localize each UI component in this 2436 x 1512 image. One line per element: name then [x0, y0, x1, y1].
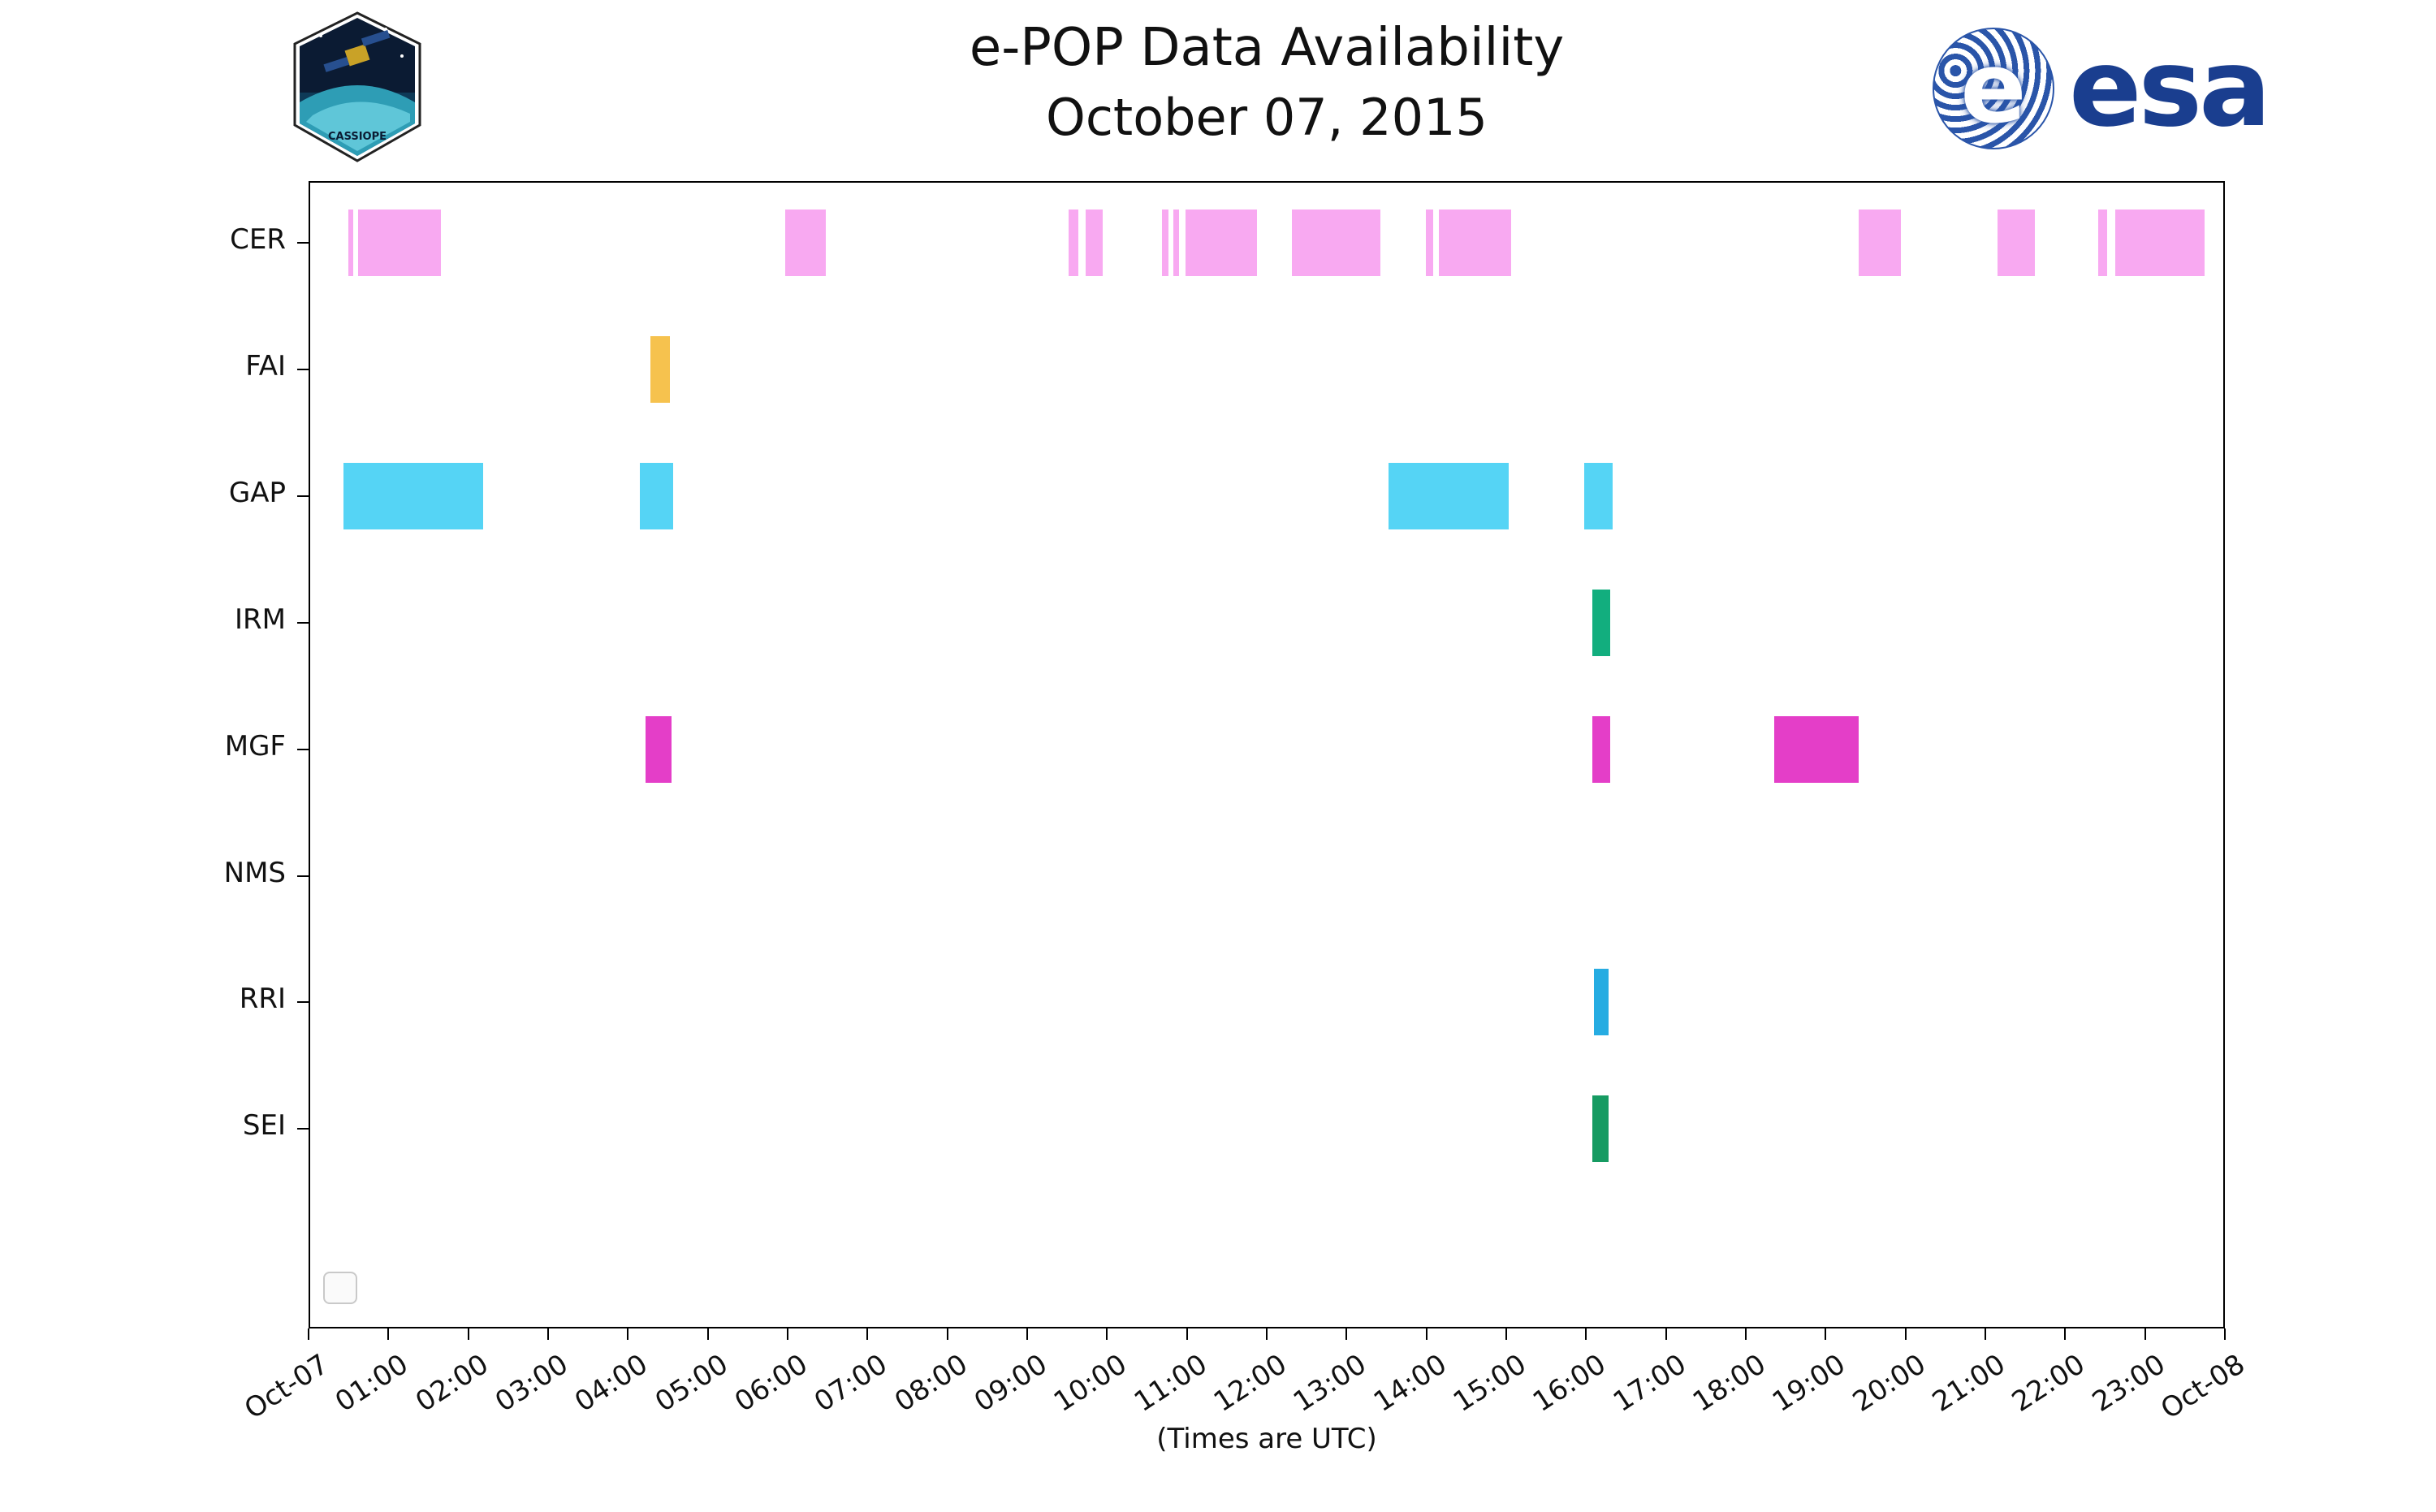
chart-subtitle: October 07, 2015 — [1046, 88, 1488, 147]
x-tick-mark — [2064, 1328, 2067, 1340]
y-tick-mark — [297, 242, 309, 244]
esa-emblem-icon: e — [1933, 28, 2054, 149]
y-tick-mark — [297, 1001, 309, 1004]
y-tick-mark — [297, 621, 309, 624]
availability-bar — [1162, 210, 1169, 277]
availability-bar — [2097, 210, 2108, 277]
y-axis-label: NMS — [223, 856, 286, 889]
x-tick-mark — [1745, 1328, 1747, 1340]
esa-emblem-letter: e — [1960, 32, 2027, 145]
y-axis-label: FAI — [245, 350, 286, 383]
availability-bar — [1389, 463, 1509, 529]
x-tick-mark — [387, 1328, 390, 1340]
x-tick-mark — [2144, 1328, 2146, 1340]
availability-bar — [2115, 210, 2205, 277]
availability-bar — [1173, 210, 1179, 277]
availability-bar — [785, 210, 827, 277]
x-tick-mark — [866, 1328, 869, 1340]
x-tick-mark — [706, 1328, 709, 1340]
x-tick-mark — [1425, 1328, 1427, 1340]
esa-wordmark: esa — [2069, 26, 2271, 151]
plot-area — [309, 181, 2225, 1328]
availability-bar — [1425, 210, 1433, 277]
y-axis-label: MGF — [224, 729, 286, 762]
y-tick-mark — [297, 495, 309, 497]
y-axis-label: SEI — [242, 1109, 286, 1143]
y-tick-mark — [297, 369, 309, 371]
availability-bar — [1997, 210, 2035, 277]
y-tick-mark — [297, 748, 309, 750]
x-tick-mark — [1825, 1328, 1827, 1340]
x-tick-mark — [1904, 1328, 1907, 1340]
chart-title: e-POP Data Availability — [969, 18, 1565, 78]
x-tick-mark — [467, 1328, 469, 1340]
availability-bar — [1439, 210, 1511, 277]
availability-bar — [1592, 1095, 1609, 1163]
x-tick-mark — [1985, 1328, 1986, 1340]
esa-logo: e esa — [1933, 28, 2282, 149]
x-tick-mark — [308, 1328, 309, 1340]
x-tick-mark — [547, 1328, 549, 1340]
availability-bar — [357, 210, 442, 277]
x-tick-mark — [2224, 1328, 2226, 1340]
legend-box — [323, 1272, 357, 1304]
x-tick-mark — [1585, 1328, 1587, 1340]
availability-bar — [645, 715, 672, 783]
x-tick-mark — [1266, 1328, 1268, 1340]
x-tick-mark — [627, 1328, 629, 1340]
y-axis-label: GAP — [228, 477, 286, 509]
cassiope-patch-graphic: CASSIOPE — [293, 11, 421, 162]
x-axis-note: (Times are UTC) — [1156, 1423, 1377, 1455]
availability-bar — [1584, 463, 1613, 529]
availability-bar — [348, 210, 354, 277]
x-tick-mark — [787, 1328, 788, 1340]
x-tick-mark — [946, 1328, 948, 1340]
y-axis-label: RRI — [239, 983, 286, 1016]
y-axis-label: CER — [230, 223, 286, 257]
availability-bar — [1085, 210, 1104, 277]
availability-bar — [1594, 969, 1609, 1036]
cassiope-patch-logo: CASSIOPE — [288, 11, 426, 162]
y-axis-label: IRM — [235, 603, 286, 636]
y-tick-mark — [297, 1128, 309, 1130]
availability-bar — [343, 463, 484, 529]
x-tick-mark — [1505, 1328, 1507, 1340]
availability-bar — [1185, 210, 1258, 277]
x-tick-mark — [1665, 1328, 1667, 1340]
y-tick-mark — [297, 875, 309, 877]
availability-bar — [640, 463, 674, 529]
x-tick-mark — [1186, 1328, 1188, 1340]
availability-bar — [650, 336, 671, 404]
availability-bar — [1592, 589, 1610, 656]
patch-label: CASSIOPE — [328, 131, 387, 143]
availability-bar — [1774, 715, 1859, 783]
availability-bar — [1069, 210, 1078, 277]
availability-bar — [1292, 210, 1380, 277]
availability-bar — [1592, 715, 1610, 783]
x-tick-mark — [1026, 1328, 1028, 1340]
availability-bar — [1858, 210, 1901, 277]
x-tick-mark — [1106, 1328, 1108, 1340]
x-tick-mark — [1345, 1328, 1348, 1340]
